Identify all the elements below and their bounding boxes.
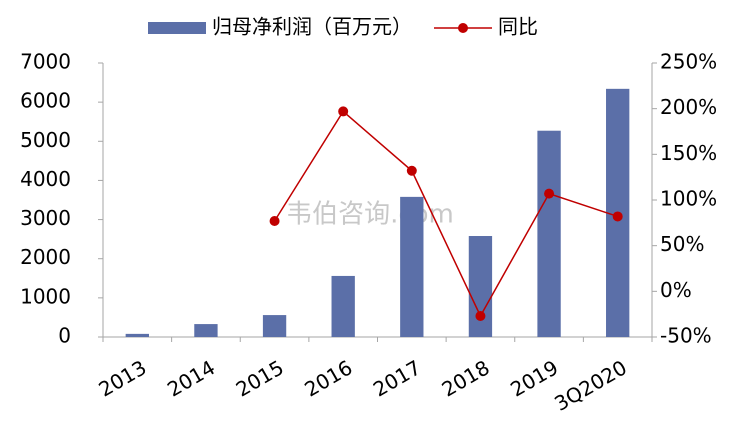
y-tick-label: 2000 [20, 245, 71, 269]
y-tick-label: 6000 [20, 89, 71, 113]
y-tick-label: 7000 [20, 50, 71, 74]
y-tick-label: 5000 [20, 128, 71, 152]
x-tick-label: 2013 [94, 355, 150, 401]
x-tick-label: 2018 [438, 355, 494, 401]
line [273, 110, 618, 318]
y-tick-label: 0 [58, 324, 71, 348]
legend-label: 同比 [498, 15, 538, 39]
x-tick-label: 2014 [163, 355, 219, 401]
bar [125, 333, 149, 337]
legend-swatch [458, 23, 468, 33]
y2-tick-label: 0% [660, 278, 692, 302]
bar [262, 315, 287, 337]
x-tick-label: 2015 [232, 355, 288, 401]
legend-label: 归母净利润（百万元） [212, 15, 412, 39]
y2-tick-label: 250% [660, 50, 717, 74]
bar [331, 275, 355, 337]
line-marker [612, 211, 623, 222]
line-marker [475, 310, 486, 321]
bar [468, 236, 493, 337]
y2-tick-label: -50% [660, 324, 712, 348]
line-marker [338, 106, 349, 117]
y2-tick-label: 200% [660, 95, 717, 119]
watermark: 韦伯咨询.com [286, 200, 454, 230]
x-tick-label: 2016 [300, 355, 356, 401]
y2-tick-label: 100% [660, 187, 717, 211]
x-tick-label: 3Q2020 [550, 355, 631, 415]
legend-swatch [148, 22, 206, 34]
y2-tick-label: 150% [660, 141, 717, 165]
line-marker [544, 188, 555, 199]
bar [537, 130, 561, 337]
bar [400, 196, 424, 337]
y2-tick-label: 50% [660, 232, 704, 256]
bar [194, 324, 218, 337]
line-marker [406, 165, 417, 176]
y-tick-label: 1000 [20, 284, 71, 308]
line-marker [269, 216, 280, 227]
y-tick-label: 3000 [20, 206, 71, 230]
y-tick-label: 4000 [20, 167, 71, 191]
x-tick-label: 2017 [369, 355, 425, 401]
